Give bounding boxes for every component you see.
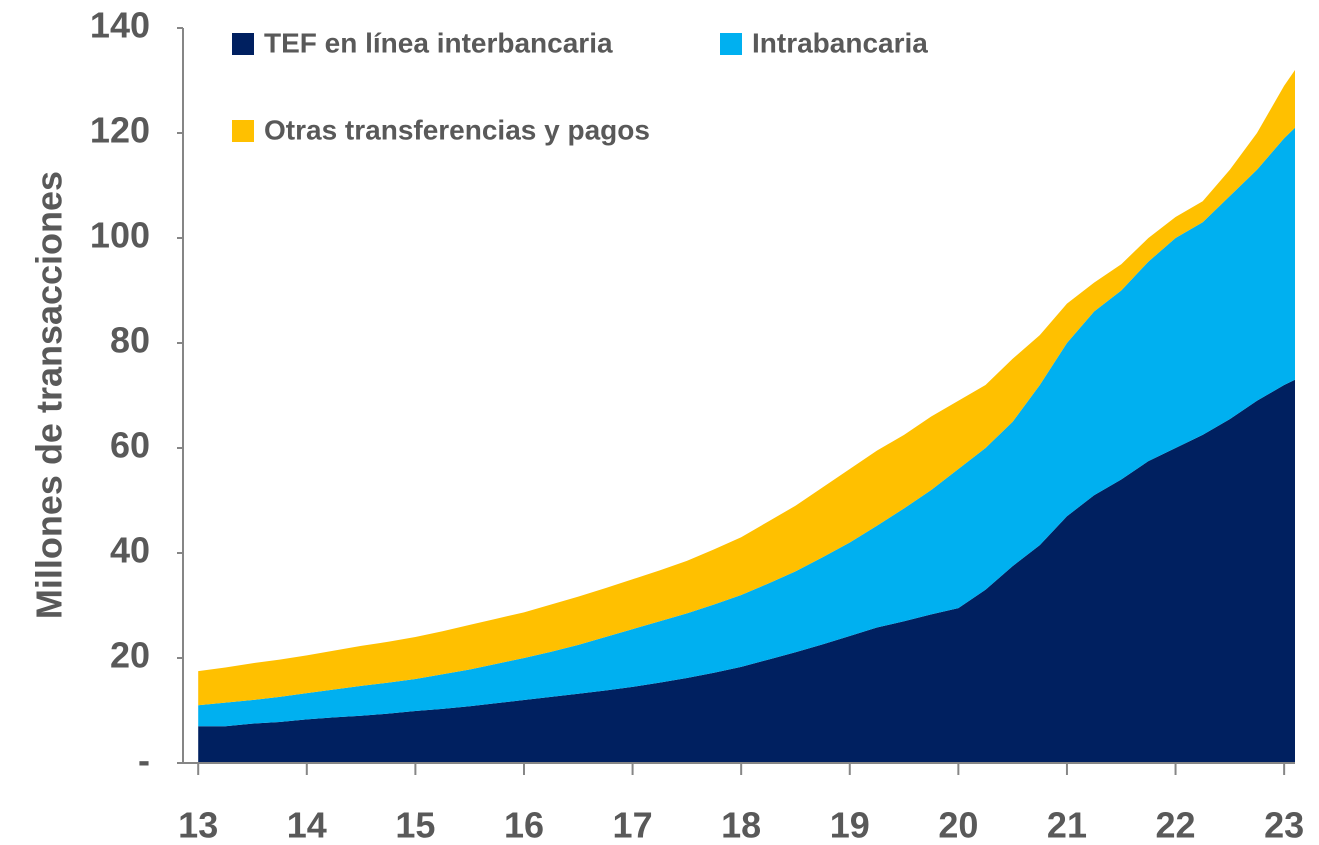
x-tick-label: 16	[504, 805, 544, 845]
x-tick-label: 18	[721, 805, 761, 845]
x-tick-label: 14	[287, 805, 327, 845]
y-tick-label: 60	[110, 425, 150, 466]
legend-swatch	[232, 33, 254, 55]
legend-swatch	[232, 120, 254, 142]
x-tick-label: 22	[1156, 805, 1196, 845]
y-tick-label: -	[138, 740, 150, 781]
y-tick-label: 40	[110, 530, 150, 571]
x-tick-label: 17	[613, 805, 653, 845]
legend-label: TEF en línea interbancaria	[264, 27, 613, 58]
x-tick-label: 15	[395, 805, 435, 845]
legend-swatch	[720, 33, 742, 55]
x-tick-label: 23	[1264, 805, 1304, 845]
y-tick-label: 140	[90, 5, 150, 46]
y-tick-label: 120	[90, 110, 150, 151]
x-tick-label: 21	[1047, 805, 1087, 845]
y-axis-label: Millones de transacciones	[29, 171, 70, 619]
area	[198, 70, 1295, 706]
x-tick-label: 19	[830, 805, 870, 845]
x-tick-label: 20	[938, 805, 978, 845]
y-tick-label: 20	[110, 635, 150, 676]
area	[198, 127, 1295, 727]
y-tick-label: 100	[90, 215, 150, 256]
area	[198, 379, 1295, 763]
x-tick-label: 13	[178, 805, 218, 845]
legend-label: Intrabancaria	[752, 27, 928, 58]
y-tick-label: 80	[110, 320, 150, 361]
legend-label: Otras transferencias y pagos	[264, 114, 650, 145]
